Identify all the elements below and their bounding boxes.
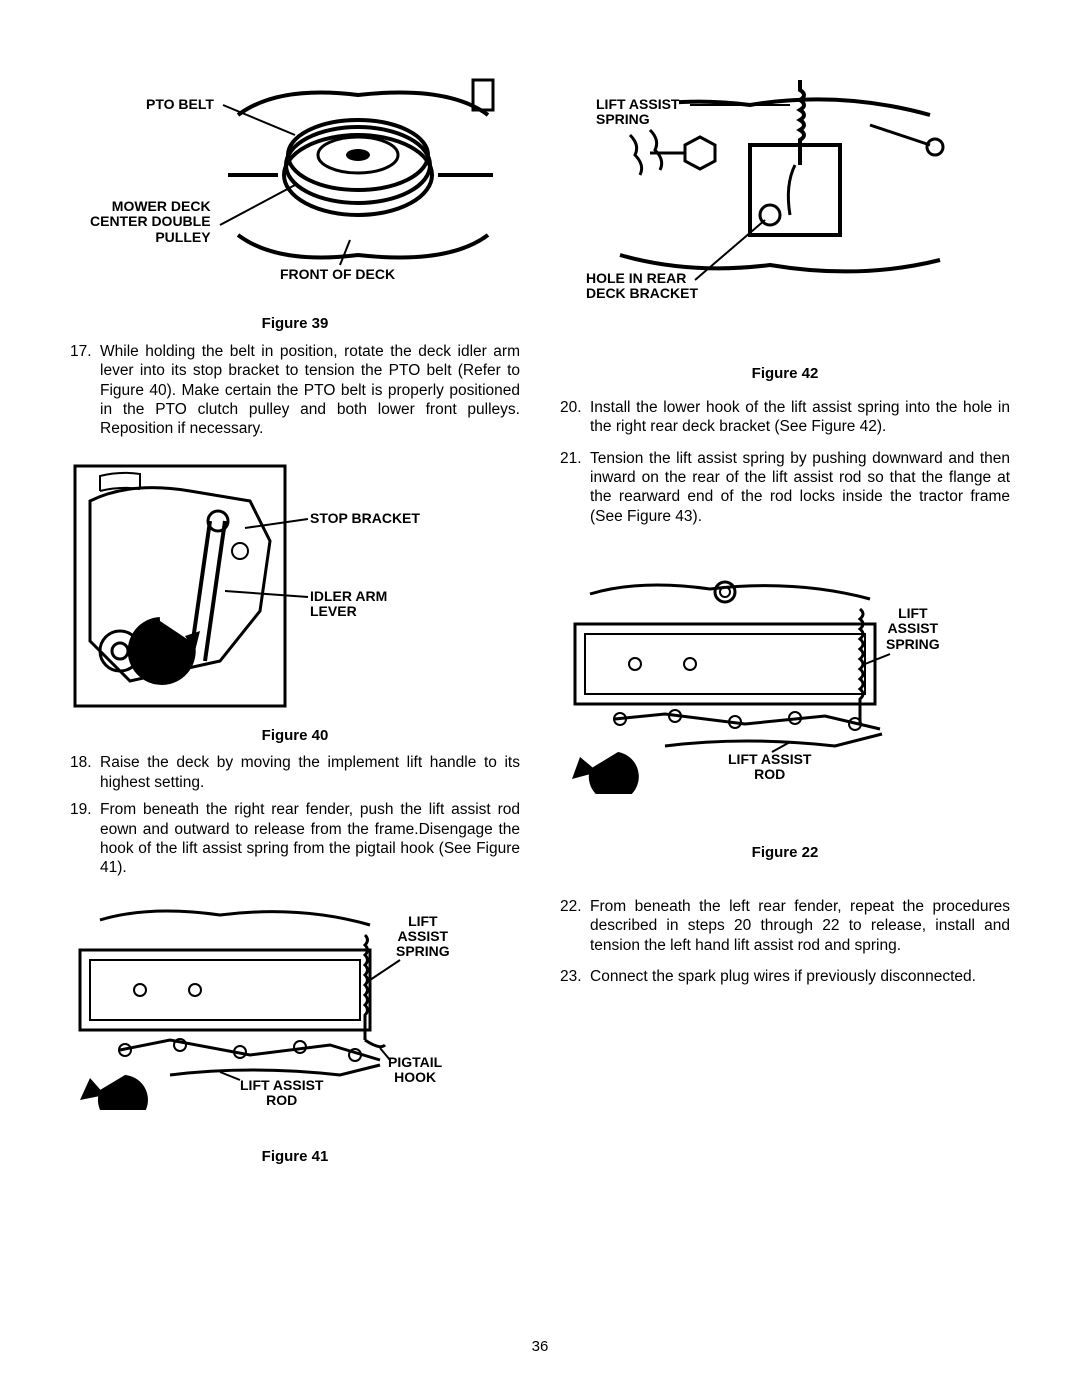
lift-assist-rod-label: LIFT ASSIST ROD bbox=[728, 752, 811, 783]
steps-block-3: 20. Install the lower hook of the lift a… bbox=[560, 398, 1010, 534]
idler-arm-label: IDLER ARM LEVER bbox=[310, 589, 387, 620]
step-text: Tension the lift assist spring by pushin… bbox=[590, 449, 1010, 527]
page-number: 36 bbox=[70, 1338, 1010, 1357]
step-text: From beneath the right rear fender, push… bbox=[100, 800, 520, 878]
lift-assist-spring-label: LIFT ASSIST SPRING bbox=[396, 914, 450, 960]
stop-bracket-label: STOP BRACKET bbox=[310, 511, 420, 526]
two-column-layout: PTO BELT MOWER DECK CENTER DOUBLE PULLEY… bbox=[70, 75, 1010, 1318]
step-21: 21. Tension the lift assist spring by pu… bbox=[560, 449, 1010, 527]
step-number: 17. bbox=[70, 342, 100, 439]
steps-block-4: 22. From beneath the left rear fender, r… bbox=[560, 897, 1010, 995]
step-17: 17. While holding the belt in position, … bbox=[70, 342, 520, 439]
step-number: 22. bbox=[560, 897, 590, 955]
steps-block-2: 18. Raise the deck by moving the impleme… bbox=[70, 753, 520, 885]
step-number: 21. bbox=[560, 449, 590, 527]
pigtail-hook-label: PIGTAIL HOOK bbox=[388, 1055, 442, 1086]
step-20: 20. Install the lower hook of the lift a… bbox=[560, 398, 1010, 437]
figure-43: LIFT ASSIST SPRING LIFT ASSIST ROD bbox=[560, 574, 1010, 804]
step-number: 19. bbox=[70, 800, 100, 878]
step-text: Connect the spark plug wires if previous… bbox=[590, 967, 1010, 986]
step-23: 23. Connect the spark plug wires if prev… bbox=[560, 967, 1010, 986]
figure-39-caption: Figure 39 bbox=[70, 315, 520, 334]
steps-block-1: 17. While holding the belt in position, … bbox=[70, 342, 520, 447]
step-text: Raise the deck by moving the implement l… bbox=[100, 753, 520, 792]
step-number: 23. bbox=[560, 967, 590, 986]
step-text: While holding the belt in position, rota… bbox=[100, 342, 520, 439]
step-19: 19. From beneath the right rear fender, … bbox=[70, 800, 520, 878]
lift-assist-spring-label: LIFT ASSIST SPRING bbox=[596, 97, 679, 128]
manual-page: PTO BELT MOWER DECK CENTER DOUBLE PULLEY… bbox=[0, 0, 1080, 1397]
figure-42-caption: Figure 42 bbox=[560, 365, 1010, 384]
step-number: 18. bbox=[70, 753, 100, 792]
step-text: From beneath the left rear fender, repea… bbox=[590, 897, 1010, 955]
figure-40-caption: Figure 40 bbox=[70, 727, 520, 746]
left-column: PTO BELT MOWER DECK CENTER DOUBLE PULLEY… bbox=[70, 75, 520, 1318]
figure-39: PTO BELT MOWER DECK CENTER DOUBLE PULLEY… bbox=[70, 75, 520, 295]
figure-40: STOP BRACKET IDLER ARM LEVER bbox=[70, 461, 520, 711]
mower-deck-label: MOWER DECK CENTER DOUBLE PULLEY bbox=[90, 199, 211, 245]
step-22: 22. From beneath the left rear fender, r… bbox=[560, 897, 1010, 955]
step-number: 20. bbox=[560, 398, 590, 437]
hole-in-rear-label: HOLE IN REAR DECK BRACKET bbox=[586, 271, 698, 302]
mower-deck-drawing-icon bbox=[218, 75, 498, 275]
figure-41-caption: Figure 41 bbox=[70, 1148, 520, 1167]
lift-assist-spring-label: LIFT ASSIST SPRING bbox=[886, 606, 940, 652]
pto-belt-label: PTO BELT bbox=[146, 97, 214, 112]
figure-43-caption: Figure 22 bbox=[560, 844, 1010, 863]
figure-39-illustration bbox=[218, 75, 498, 275]
figure-42: LIFT ASSIST SPRING HOLE IN REAR DECK BRA… bbox=[560, 75, 1010, 305]
lift-assist-rod-label: LIFT ASSIST ROD bbox=[240, 1078, 323, 1109]
step-18: 18. Raise the deck by moving the impleme… bbox=[70, 753, 520, 792]
figure-41: LIFT ASSIST SPRING PIGTAIL HOOK LIFT ASS… bbox=[70, 900, 520, 1120]
right-column: LIFT ASSIST SPRING HOLE IN REAR DECK BRA… bbox=[560, 75, 1010, 1318]
front-of-deck-label: FRONT OF DECK bbox=[280, 267, 395, 282]
idler-arm-drawing-icon bbox=[70, 461, 360, 711]
step-text: Install the lower hook of the lift assis… bbox=[590, 398, 1010, 437]
